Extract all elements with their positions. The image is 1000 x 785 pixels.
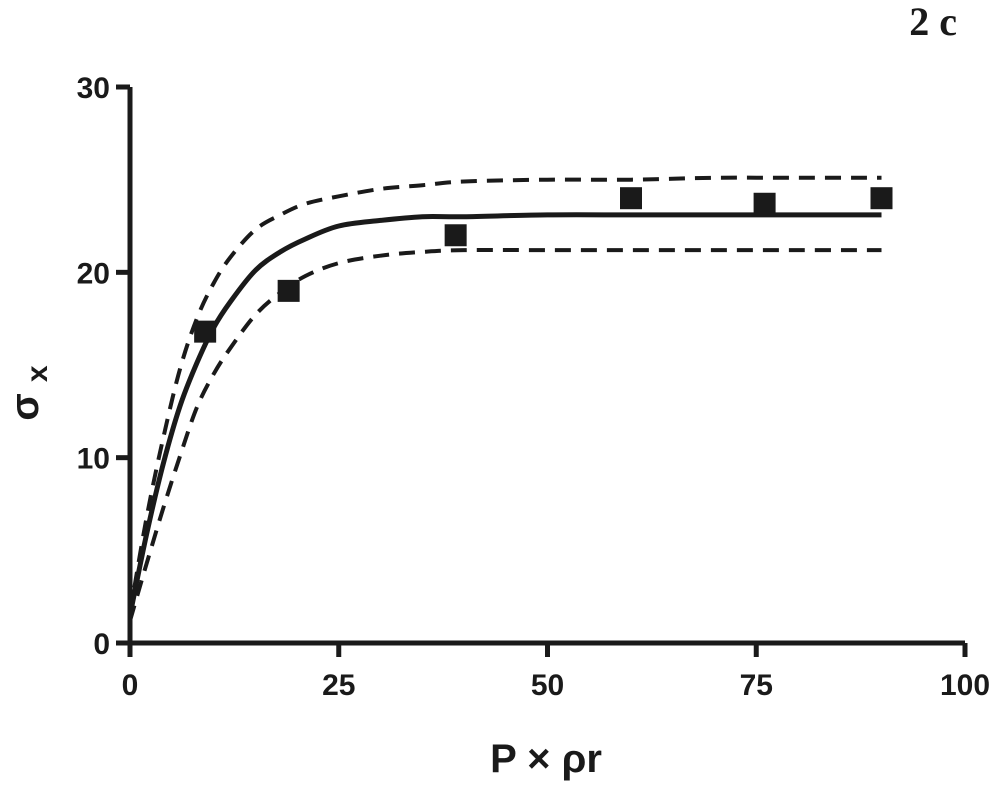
y-axis-title: σ x (3, 365, 54, 421)
data-point-marker (444, 224, 467, 247)
x-tick-label: 100 (940, 669, 990, 702)
data-point-marker (194, 320, 217, 343)
ticks-layer: 0 10 20 30 0 25 50 75 100 (77, 72, 990, 702)
data-point-marker (277, 279, 300, 302)
markers-layer (194, 187, 893, 343)
axes-layer (127, 87, 965, 646)
y-axis-title-sub: x (21, 365, 54, 382)
x-tick-label: 0 (122, 669, 139, 702)
confidence-band-line (128, 247, 882, 622)
y-tick-label: 20 (77, 257, 110, 290)
confidence-band-line (128, 175, 882, 614)
x-axis-title: P × ρr (490, 737, 602, 781)
data-point-marker (870, 187, 893, 210)
data-point-marker (753, 192, 776, 215)
curves-layer (127, 175, 882, 622)
panel-label: 2 c (909, 0, 957, 44)
y-tick-label: 10 (77, 443, 110, 476)
y-tick-label: 0 (93, 628, 110, 661)
y-tick-label: 30 (77, 72, 110, 105)
y-axis-title-main: σ (3, 393, 47, 420)
x-tick-label: 50 (531, 669, 564, 702)
x-tick-label: 25 (322, 669, 355, 702)
x-tick-label: 75 (740, 669, 773, 702)
fit-curve-line (127, 212, 882, 616)
data-point-marker (620, 187, 642, 210)
